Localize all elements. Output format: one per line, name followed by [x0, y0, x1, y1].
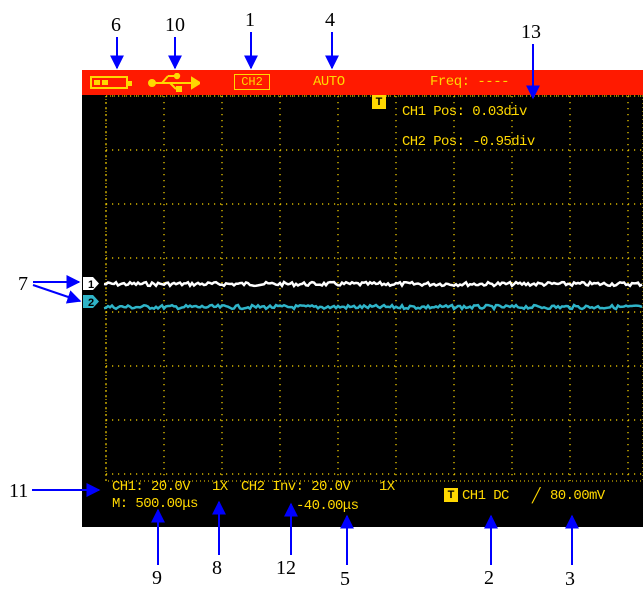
callout-3: 3 [565, 568, 575, 590]
trigger-badge-icon: T [444, 488, 458, 502]
ch2-trace [103, 302, 643, 312]
ch1-volts-per-div: CH1: 20.0V [112, 479, 191, 495]
ch2-marker-icon[interactable]: 2 [82, 294, 100, 309]
graticule [103, 95, 643, 482]
callout-12: 12 [276, 557, 296, 579]
callout-8: 8 [212, 557, 222, 579]
trigger-mode[interactable]: AUTO [313, 74, 345, 90]
callout-4: 4 [325, 9, 335, 31]
arrow-7b [32, 284, 82, 304]
callout-1: 1 [245, 9, 255, 31]
battery-icon [90, 76, 132, 89]
frequency-readout: Freq: ---- [430, 74, 510, 90]
callout-5: 5 [340, 568, 350, 590]
ch2-probe-factor: 1X [379, 479, 395, 495]
ch2-volts-per-div: CH2 Inv: 20.0V [241, 479, 351, 495]
callout-6: 6 [111, 14, 121, 36]
horizontal-position-readout: -40.00μs [296, 498, 359, 514]
callout-9: 9 [152, 567, 162, 589]
ch2-position-readout: CH2 Pos: -0.95div [402, 134, 535, 150]
callout-13: 13 [521, 21, 541, 43]
trigger-icon: T [372, 95, 386, 109]
ch1-probe-factor: 1X [212, 479, 228, 495]
usb-icon [148, 73, 200, 92]
ch1-marker-icon[interactable]: 1 [82, 276, 100, 291]
ch2-marker-label: 2 [88, 297, 94, 309]
ch1-trace [103, 280, 643, 289]
callout-2: 2 [484, 567, 494, 589]
trigger-level: 80.00mV [550, 488, 605, 504]
oscilloscope-screen: CH2 AUTO Freq: ---- T 1 2 CH1 Pos: 0.03d… [82, 70, 643, 527]
active-channel-badge[interactable]: CH2 [234, 74, 270, 90]
ch1-marker-label: 1 [88, 279, 94, 291]
graticule-border [105, 95, 643, 482]
timebase-readout: M: 500.00μs [112, 496, 198, 512]
status-bar: CH2 AUTO Freq: ---- [82, 70, 643, 95]
trigger-source: CH1 DC [462, 488, 509, 504]
callout-10: 10 [165, 14, 185, 36]
callout-7: 7 [18, 273, 28, 295]
ch1-position-readout: CH1 Pos: 0.03div [402, 104, 527, 120]
callout-11: 11 [9, 480, 29, 502]
trigger-slope-icon: ╱ [532, 489, 540, 505]
